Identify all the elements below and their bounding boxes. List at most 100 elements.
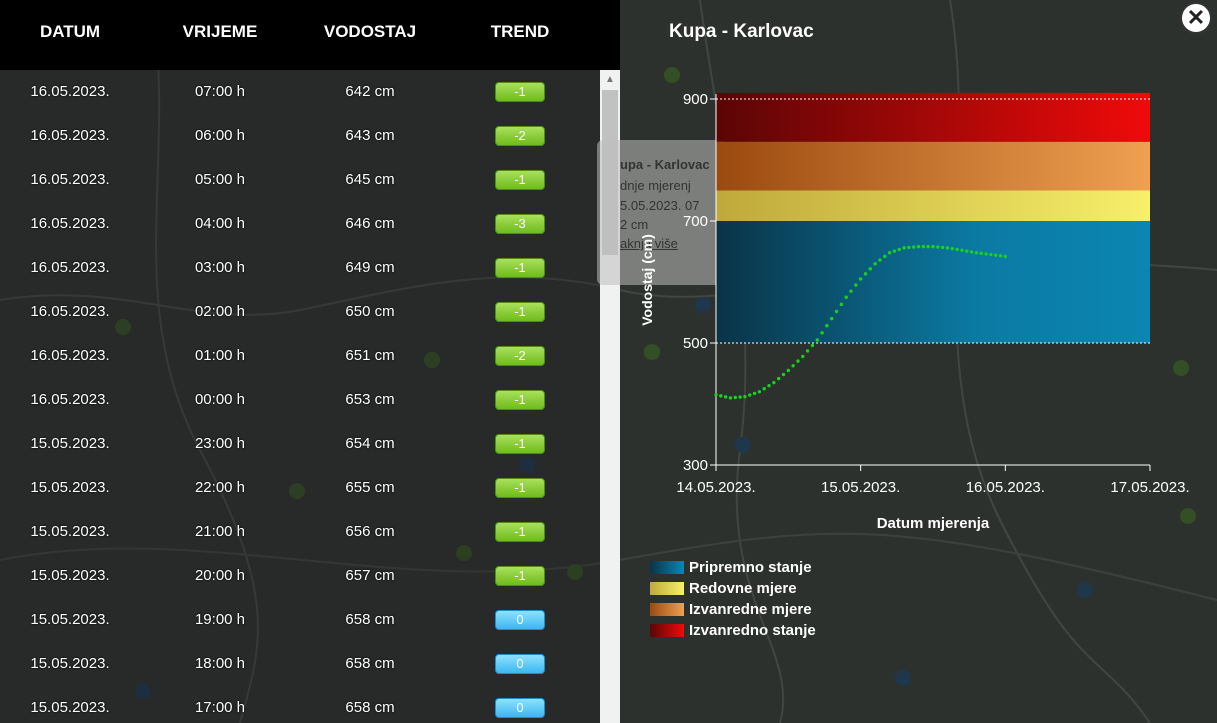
data-point [772,380,776,385]
time-cell: 22:00 h [194,479,246,496]
y-tick-label: 500 [683,335,708,352]
legend-label: Pripremno stanje [689,559,812,576]
table-row: 16.05.2023. 07:00 h 642 cm -1 [0,70,600,114]
date-cell: 15.05.2023. [30,435,110,452]
trend-badge: 0 [495,610,545,630]
level-cell: 658 cm [345,699,395,716]
date-cell: 16.05.2023. [30,259,110,276]
table-row: 15.05.2023. 17:00 h 658 cm 0 [0,686,600,723]
date-cell: 15.05.2023. [30,655,110,672]
time-cell: 07:00 h [194,83,246,100]
level-cell: 646 cm [345,215,395,232]
station-title: Kupa - Karlovac [669,21,814,42]
data-point [902,246,906,250]
legend-swatch [650,582,684,595]
data-point [887,251,892,255]
time-cell: 21:00 h [194,523,246,540]
scroll-up-arrow-icon[interactable]: ▲ [605,74,615,85]
data-point [1003,254,1008,259]
header-date[interactable]: DATUM [39,22,101,41]
legend-swatch [650,561,684,574]
table-row: 15.05.2023. 18:00 h 658 cm 0 [0,642,600,686]
data-point [950,246,954,251]
data-point [781,372,786,377]
date-cell: 15.05.2023. [30,479,110,496]
level-cell: 656 cm [345,523,395,540]
data-point [863,272,868,276]
background-station-popup [597,140,727,285]
header-trend[interactable]: TREND [490,22,550,41]
y-tick-label: 700 [683,213,708,230]
level-cell: 654 cm [345,435,395,452]
date-cell: 16.05.2023. [30,127,110,144]
band-izvanredne-mjere [716,141,1150,191]
trend-badge: -1 [495,522,545,542]
data-point [883,254,887,259]
x-tick-label: 16.05.2023. [966,479,1045,496]
data-point [858,277,863,281]
data-point [805,349,810,353]
time-cell: 00:00 h [194,391,246,408]
data-point [748,393,752,397]
date-cell: 16.05.2023. [30,215,110,232]
table-body[interactable]: 16.05.2023. 07:00 h 642 cm -1 16.05.2023… [0,70,600,723]
trend-badge: -1 [495,478,545,498]
data-point [974,251,979,255]
date-cell: 16.05.2023. [30,347,110,364]
data-point [897,247,901,252]
data-point [979,251,983,256]
data-point [801,354,805,359]
data-point [940,245,945,250]
popup-more-link: aknja više [620,236,678,251]
time-cell: 18:00 h [194,655,246,672]
level-cell: 643 cm [345,127,395,144]
level-cell: 657 cm [345,567,395,584]
time-cell: 20:00 h [194,567,246,584]
close-icon[interactable]: ✕ [1180,2,1212,34]
header-level[interactable]: VODOSTAJ [323,22,417,41]
measurements-table-panel: DATUM VRIJEME VODOSTAJ TREND 16.05.2023.… [0,0,620,723]
level-cell: 653 cm [345,391,395,408]
table-row: 16.05.2023. 03:00 h 649 cm -1 [0,246,600,290]
date-cell: 15.05.2023. [30,699,110,716]
x-tick-label: 17.05.2023. [1110,479,1189,496]
data-point [738,395,742,399]
popup-line: 2 cm [620,217,649,232]
data-point [868,267,873,271]
date-cell: 15.05.2023. [30,611,110,628]
data-point [728,396,733,400]
data-point [878,258,882,262]
time-cell: 23:00 h [194,435,246,452]
header-time[interactable]: VRIJEME [182,22,258,41]
time-cell: 02:00 h [194,303,246,320]
data-point [989,252,993,257]
data-point [757,390,762,394]
data-point [743,394,747,399]
date-cell: 16.05.2023. [30,391,110,408]
data-point [936,245,940,249]
data-point [955,247,959,252]
trend-badge: -3 [495,214,545,234]
level-cell: 658 cm [345,655,395,672]
level-cell: 642 cm [345,83,395,100]
data-point [810,343,815,348]
data-point [844,295,848,299]
data-point [960,248,964,252]
date-cell: 16.05.2023. [30,303,110,320]
data-point [839,302,844,307]
level-cell: 655 cm [345,479,395,496]
date-cell: 15.05.2023. [30,567,110,584]
legend-label: Izvanredno stanje [689,622,816,639]
data-point [752,391,757,396]
time-cell: 01:00 h [194,347,246,364]
legend-swatch [650,624,684,637]
table-row: 16.05.2023. 01:00 h 651 cm -2 [0,334,600,378]
table-row: 15.05.2023. 19:00 h 658 cm 0 [0,598,600,642]
trend-badge: -1 [495,170,545,190]
trend-badge: -1 [495,302,545,322]
data-point [965,249,969,253]
data-point [834,309,839,314]
level-cell: 651 cm [345,347,395,364]
data-point [714,393,718,397]
